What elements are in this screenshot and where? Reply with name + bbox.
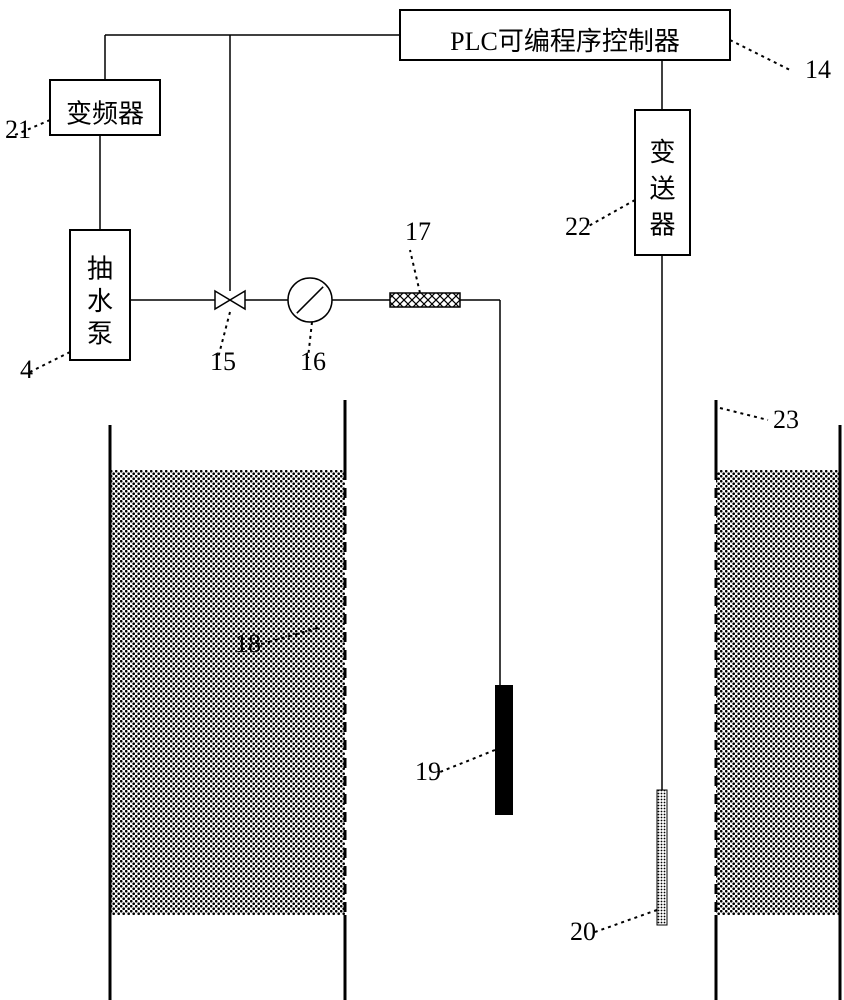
formation-left [110,470,345,915]
svg-text:抽: 抽 [87,254,113,283]
leader-22 [585,200,635,228]
sensor-black [495,685,513,815]
plc-label: PLC可编程序控制器 [450,27,680,56]
ref-23: 23 [773,405,799,434]
svg-text:变: 变 [649,138,675,167]
leader-19 [440,750,495,772]
svg-text:泵: 泵 [87,319,113,348]
ref-4: 4 [20,355,33,384]
leader-4 [30,352,70,372]
ref-14: 14 [805,55,831,84]
inline-filter [390,293,460,307]
ref-20: 20 [570,917,596,946]
ref-16: 16 [300,347,326,376]
sensor-probe [657,790,667,925]
svg-text:器: 器 [649,211,675,240]
ref-17: 17 [405,217,431,246]
svg-text:水: 水 [87,287,113,316]
ref-18: 18 [235,629,261,658]
valve-left [215,291,230,309]
ref-21: 21 [5,115,31,144]
vfd-label: 变频器 [66,99,144,128]
svg-text:送: 送 [649,174,675,203]
leader-14 [730,40,790,70]
leader-23 [720,408,768,420]
valve-right [230,291,245,309]
ref-15: 15 [210,347,236,376]
ref-19: 19 [415,757,441,786]
ref-22: 22 [565,212,591,241]
leader-20 [595,910,657,932]
leader-17 [410,250,420,293]
formation-right [716,470,840,915]
